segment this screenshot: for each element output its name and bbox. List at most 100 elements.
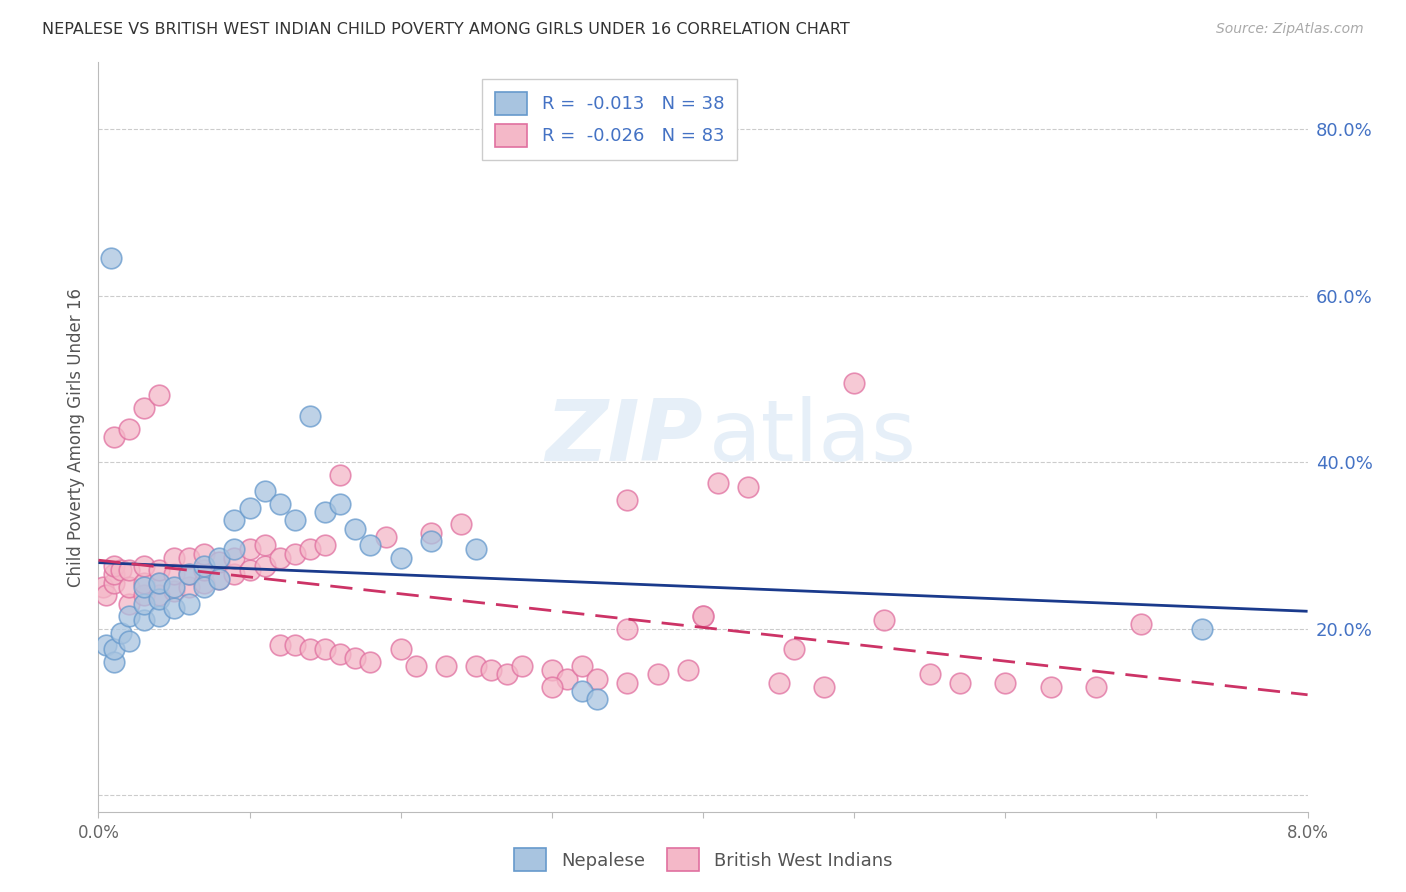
Y-axis label: Child Poverty Among Girls Under 16: Child Poverty Among Girls Under 16 [66,287,84,587]
Point [299,542,322,557]
Point [329,497,352,511]
Point [420,534,443,549]
Point [193,580,215,594]
Point [616,675,638,690]
Point [163,600,186,615]
Text: atlas: atlas [709,395,917,479]
Point [314,538,336,552]
Point [239,563,262,577]
Point [555,672,578,686]
Point [118,563,141,577]
Point [768,675,790,690]
Point [179,597,201,611]
Point [179,580,201,594]
Point [118,597,141,611]
Point [148,388,170,402]
Point [103,430,125,444]
Point [148,575,170,590]
Point [676,663,699,677]
Point [224,542,246,557]
Point [360,655,382,669]
Point [163,584,186,599]
Point [118,580,141,594]
Point [110,563,132,577]
Point [269,638,291,652]
Point [94,588,117,602]
Point [692,609,714,624]
Point [540,663,562,677]
Point [110,625,132,640]
Point [389,642,412,657]
Legend: R =  -0.013   N = 38, R =  -0.026   N = 83: R = -0.013 N = 38, R = -0.026 N = 83 [482,79,737,160]
Point [132,559,155,574]
Point [1191,622,1213,636]
Point [239,500,262,515]
Point [208,572,231,586]
Point [314,642,336,657]
Point [344,522,367,536]
Point [118,422,141,436]
Point [179,567,201,582]
Point [299,409,322,424]
Point [783,642,806,657]
Point [91,580,114,594]
Point [103,642,125,657]
Point [132,575,155,590]
Point [148,609,170,624]
Point [132,580,155,594]
Point [193,563,215,577]
Point [873,613,896,627]
Point [118,634,141,648]
Point [103,655,125,669]
Point [208,555,231,569]
Point [224,567,246,582]
Point [647,667,669,681]
Legend: Nepalese, British West Indians: Nepalese, British West Indians [506,841,900,879]
Point [329,647,352,661]
Text: ZIP: ZIP [546,395,703,479]
Point [344,650,367,665]
Point [707,475,730,490]
Point [163,580,186,594]
Point [329,467,352,482]
Point [253,559,276,574]
Point [844,376,866,390]
Point [148,563,170,577]
Point [571,659,593,673]
Point [994,675,1017,690]
Point [179,567,201,582]
Point [100,251,122,265]
Point [148,588,170,602]
Point [94,638,117,652]
Point [269,550,291,565]
Point [179,550,201,565]
Point [224,550,246,565]
Point [284,638,307,652]
Point [616,492,638,507]
Point [374,530,396,544]
Point [103,559,125,574]
Point [1085,680,1108,694]
Point [813,680,835,694]
Point [450,517,472,532]
Point [193,559,215,574]
Point [132,588,155,602]
Point [389,550,412,565]
Point [208,572,231,586]
Point [314,505,336,519]
Point [193,547,215,561]
Point [163,550,186,565]
Point [737,480,759,494]
Point [918,667,941,681]
Point [118,609,141,624]
Point [949,675,972,690]
Point [148,575,170,590]
Point [420,525,443,540]
Point [510,659,533,673]
Point [1039,680,1062,694]
Point [253,484,276,499]
Point [360,538,382,552]
Point [586,672,609,686]
Point [465,542,488,557]
Point [616,622,638,636]
